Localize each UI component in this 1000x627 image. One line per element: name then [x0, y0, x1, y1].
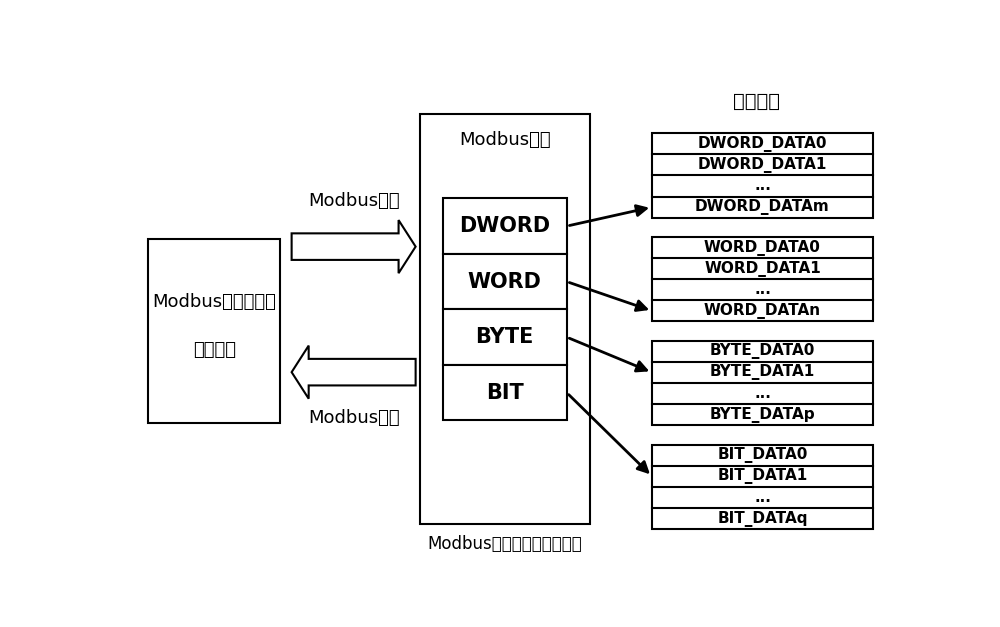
Text: WORD: WORD	[468, 271, 542, 292]
Text: DWORD_DATA0: DWORD_DATA0	[698, 135, 827, 152]
Text: BIT_DATA1: BIT_DATA1	[717, 468, 808, 484]
Text: DWORD_DATA1: DWORD_DATA1	[698, 157, 827, 173]
Polygon shape	[292, 345, 416, 399]
Text: BYTE_DATA0: BYTE_DATA0	[710, 344, 815, 359]
Bar	[652, 237, 873, 322]
Bar	[443, 365, 567, 421]
Text: ...: ...	[754, 490, 771, 505]
Text: DWORD: DWORD	[459, 216, 550, 236]
Bar	[652, 133, 873, 218]
Text: （主站）: （主站）	[193, 342, 236, 359]
Text: Modbus请求: Modbus请求	[308, 192, 399, 210]
Text: Modbus服务器设备（从站）: Modbus服务器设备（从站）	[427, 535, 582, 552]
Text: Modbus访问: Modbus访问	[459, 132, 551, 149]
Text: BIT_DATA0: BIT_DATA0	[717, 447, 808, 463]
Bar	[443, 254, 567, 309]
Bar	[652, 445, 873, 529]
Text: BIT: BIT	[486, 382, 524, 403]
Text: Modbus响应: Modbus响应	[308, 409, 399, 427]
Text: WORD_DATA1: WORD_DATA1	[704, 261, 821, 277]
Bar	[443, 309, 567, 365]
Text: BYTE_DATAp: BYTE_DATAp	[710, 407, 815, 423]
Text: ...: ...	[754, 179, 771, 194]
Bar	[420, 114, 590, 524]
Bar	[148, 240, 280, 423]
Text: ...: ...	[754, 386, 771, 401]
Polygon shape	[292, 220, 416, 273]
Text: WORD_DATA0: WORD_DATA0	[704, 240, 821, 256]
Text: 存储区域: 存储区域	[733, 92, 780, 112]
Text: BYTE_DATA1: BYTE_DATA1	[710, 364, 815, 381]
Bar	[652, 341, 873, 425]
Text: BIT_DATAq: BIT_DATAq	[717, 510, 808, 527]
Text: BYTE: BYTE	[476, 327, 534, 347]
Text: WORD_DATAn: WORD_DATAn	[704, 303, 821, 319]
Text: Modbus客户机设备: Modbus客户机设备	[152, 293, 276, 311]
Text: ...: ...	[754, 282, 771, 297]
Text: DWORD_DATAm: DWORD_DATAm	[695, 199, 830, 215]
Bar	[443, 198, 567, 254]
